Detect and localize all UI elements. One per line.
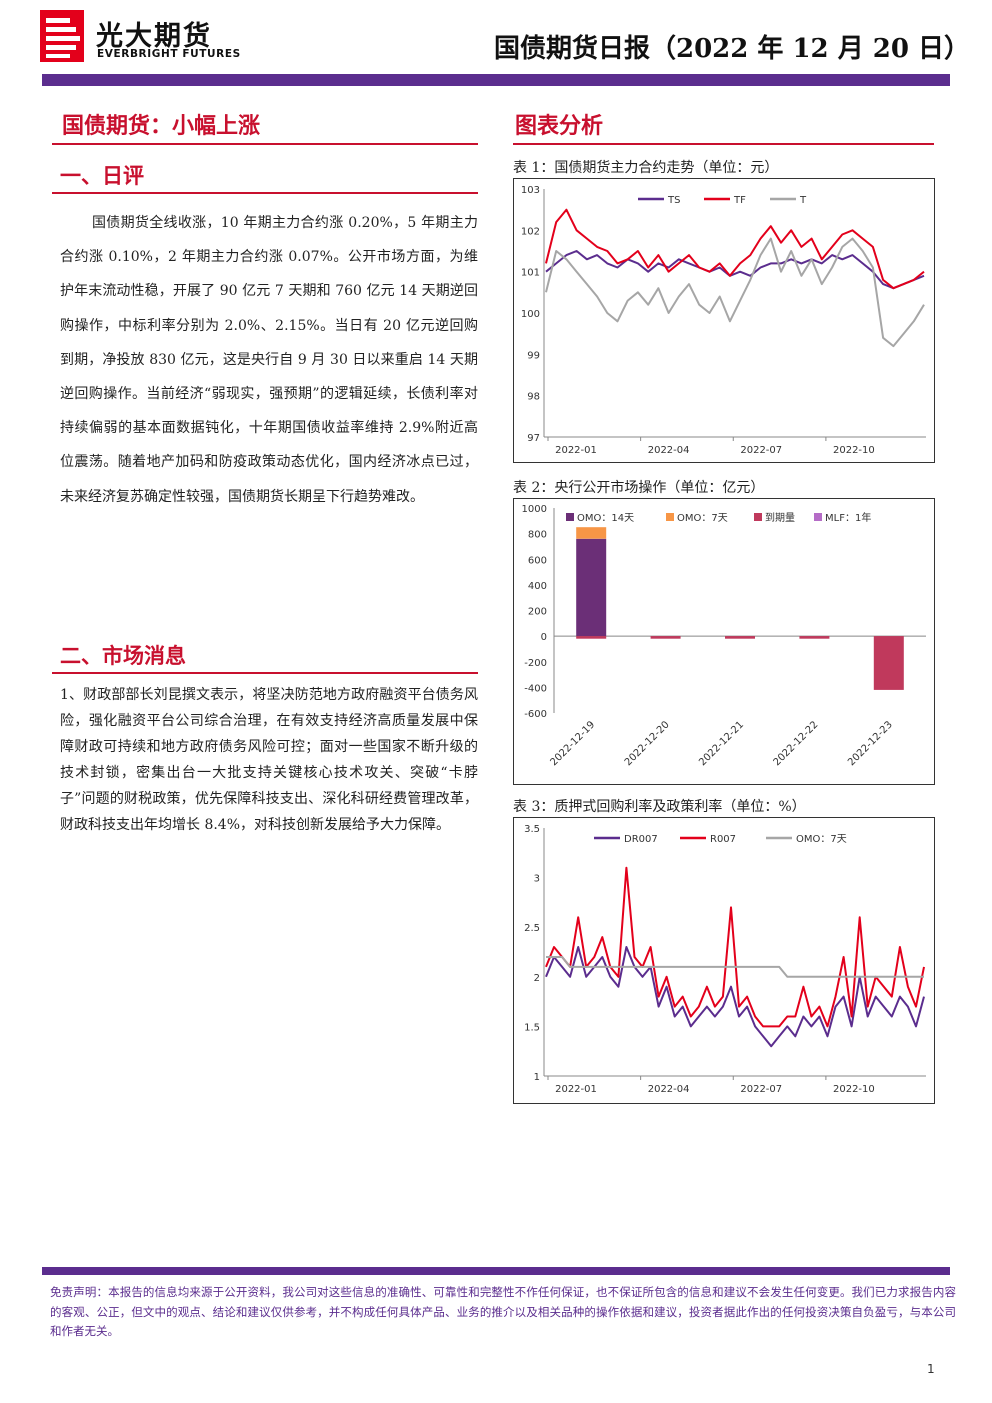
chart1-series-line-TF [545, 208, 925, 290]
chart1-legend-label: TF [733, 195, 746, 206]
chart3-series-line-OMO：7天 [546, 956, 924, 978]
chart2-bar-到期量 [650, 636, 681, 639]
disclaimer-text: 免责声明：本报告的信息均来源于公开资料，我公司对这些信息的准确性、可靠性和完整性… [50, 1285, 956, 1338]
chart2-y-tick-label: -400 [524, 683, 547, 694]
chart-futures-price: 97 98 99 100 101 102 103 2022-01 2022-04 2022-07 2… [513, 178, 935, 463]
chart2-bar-到期量 [576, 636, 607, 639]
chart2-y-tick-label: 1000 [522, 504, 547, 515]
section-heading-market-news: 二、市场消息 [60, 643, 186, 668]
chart3-legend-label: OMO：7天 [796, 834, 847, 845]
market-news-paragraph: 1、财政部部长刘昆撰文表示，将坚决防范地方政府融资平台债务风险，强化融资平台公司… [60, 687, 478, 833]
chart3-x-tick-label: 2022-10 [833, 1084, 875, 1095]
chart2-x-tick-label: 2022-12-19 [548, 719, 597, 768]
chart3-legend-label: R007 [710, 834, 736, 845]
chart3-legend-label: DR007 [624, 834, 658, 845]
page-number: 1 [927, 1362, 935, 1376]
chart2-legend-swatch [666, 513, 674, 521]
chart2-bar-OMO：7天 [576, 527, 607, 539]
chart2-y-tick-label: 600 [528, 555, 547, 566]
chart2-legend-swatch [566, 513, 574, 521]
chart3-x-tick-label: 2022-04 [648, 1084, 690, 1095]
section2-underline [52, 672, 478, 674]
chart1-series-line-TS [545, 250, 925, 290]
chart2-legend-label: MLF：1年 [825, 511, 871, 524]
chart2-x-tick-label: 2022-12-21 [697, 719, 746, 768]
chart2-legend-swatch [814, 513, 822, 521]
chart2-bar-OMO：14天 [576, 538, 607, 637]
chart3-x-tick-label: 2022-01 [555, 1084, 597, 1095]
chart3-y-tick-label: 2.5 [524, 923, 540, 934]
chart2-bar-到期量 [725, 636, 755, 639]
chart2-legend-label: OMO：14天 [577, 513, 634, 524]
chart2-legend-label: 到期量 [765, 512, 795, 524]
chart2-bar-到期量 [873, 636, 904, 690]
section1-underline [52, 192, 478, 194]
chart-section-underline [513, 143, 934, 145]
logo-english-name: EVERBRIGHT FUTURES [97, 48, 241, 60]
chart1-y-tick-label: 99 [527, 350, 540, 361]
chart-repo-rates: 1 1.5 2 2.5 3 3.5 2022-01 2022-04 2022-07 2022-10… [513, 817, 935, 1104]
chart2-y-tick-label: 800 [528, 530, 547, 541]
chart3-series-line-R007 [545, 866, 925, 1028]
chart3-y-tick-label: 2 [534, 973, 540, 984]
footer-divider-bar [42, 1267, 950, 1275]
chart3-y-tick-label: 3.5 [524, 824, 540, 835]
chart2-x-tick-label: 2022-12-20 [623, 719, 672, 768]
chart2-y-tick-label: 0 [541, 632, 547, 643]
chart2-legend-swatch [754, 513, 762, 521]
chart1-svg: 97 98 99 100 101 102 103 2022-01 2022-04 2022-07 2… [521, 185, 926, 456]
chart2-x-tick-label: 2022-12-23 [846, 719, 895, 768]
logo-chinese-name: 光大期货 [96, 21, 212, 52]
chart1-y-tick-label: 97 [527, 433, 540, 444]
logo-mark-icon [40, 10, 84, 62]
main-title: 国债期货：小幅上涨 [62, 113, 261, 139]
header-divider-bar [42, 74, 950, 86]
chart1-legend-label: T [799, 195, 807, 206]
chart1-x-tick-label: 2022-01 [555, 445, 597, 456]
daily-review-paragraph: 国债期货全线收涨，10 年期主力合约涨 0.20%，5 年期主力合约涨 0.10… [60, 215, 478, 505]
chart3-svg: 1 1.5 2 2.5 3 3.5 2022-01 2022-04 2022-07 2022-10… [524, 824, 926, 1095]
chart2-y-tick-label: -600 [524, 709, 547, 720]
section-heading-daily-review: 一、日评 [60, 163, 144, 188]
chart2-y-tick-label: 400 [528, 581, 547, 592]
chart1-x-tick-label: 2022-04 [648, 445, 690, 456]
chart1-y-tick-label: 103 [521, 185, 540, 196]
chart3-x-tick-label: 2022-07 [740, 1084, 782, 1095]
chart-section-title: 图表分析 [515, 113, 604, 139]
chart3-y-tick-label: 1.5 [524, 1022, 540, 1033]
chart2-bar-到期量 [799, 636, 830, 639]
chart2-caption: 表 2：央行公开市场操作（单位：亿元） [513, 480, 765, 496]
main-title-underline [52, 143, 478, 145]
chart-open-market-operations: 1000 800 600 400 200 0 -200 -400 -600 2022-12-19 2… [513, 498, 935, 785]
chart1-y-tick-label: 98 [527, 392, 540, 403]
chart1-y-tick-label: 101 [521, 268, 540, 279]
chart3-y-tick-label: 3 [534, 874, 540, 885]
chart3-y-tick-label: 1 [534, 1072, 540, 1083]
chart1-y-tick-label: 102 [521, 226, 540, 237]
chart1-x-tick-label: 2022-10 [833, 445, 875, 456]
chart2-y-tick-label: -200 [524, 658, 547, 669]
chart1-series-line-T [545, 237, 925, 348]
chart1-y-tick-label: 100 [521, 309, 540, 320]
chart1-x-tick-label: 2022-07 [740, 445, 782, 456]
chart2-x-tick-label: 2022-12-22 [772, 719, 821, 768]
chart1-legend-label: TS [667, 195, 680, 206]
chart3-caption: 表 3：质押式回购利率及政策利率（单位：%） [513, 799, 806, 815]
report-title: 国债期货日报（2022 年 12 月 20 日） [494, 34, 970, 64]
chart2-y-tick-label: 200 [528, 607, 547, 618]
chart3-series-line-DR007 [545, 946, 925, 1048]
chart2-legend-label: OMO：7天 [677, 513, 728, 524]
chart1-caption: 表 1：国债期货主力合约走势（单位：元） [513, 160, 779, 176]
